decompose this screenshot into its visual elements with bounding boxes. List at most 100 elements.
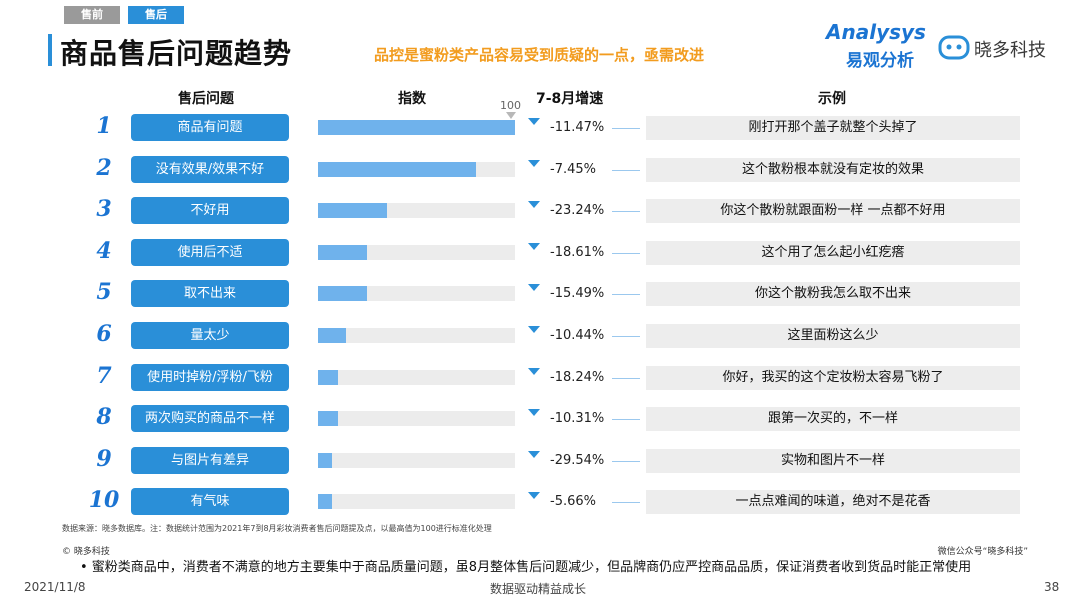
connector-line	[612, 419, 640, 421]
bar	[318, 369, 338, 385]
growth-value: -10.31%	[550, 411, 605, 427]
issue-label: 两次购买的商品不一样	[131, 405, 289, 433]
bar-track	[318, 328, 515, 343]
bar	[318, 203, 387, 219]
bar	[318, 411, 338, 427]
example-quote: 实物和图片不一样	[646, 448, 1020, 473]
footer-slogan: 数据驱动精益成长	[490, 582, 587, 596]
page-subtitle: 品控是蜜粉类产品容易受到质疑的一点，亟需改进	[374, 46, 705, 64]
example-quote: 一点点难闻的味道，绝对不是花香	[646, 490, 1020, 515]
connector-line	[612, 336, 640, 337]
bar-max-label: 100	[500, 99, 521, 112]
bar	[318, 494, 332, 510]
issue-label: 取不出来	[131, 280, 289, 308]
copyright-right: 微信公众号“晓多科技”	[937, 547, 1028, 557]
xiaoduo-logo: 晓多科技	[938, 32, 1068, 62]
growth-value: -5.66%	[550, 494, 596, 510]
example-quote: 刚打开那个盖子就整个头掉了	[646, 116, 1020, 140]
issue-label: 商品有问题	[131, 114, 289, 141]
bar	[318, 161, 476, 177]
footer-date: 2021/11/8	[24, 580, 86, 594]
rank-number: 6	[96, 321, 112, 347]
growth-value: -15.49%	[550, 286, 605, 302]
down-arrow-icon	[528, 409, 540, 417]
example-quote: 你这个散粉我怎么取不出来	[646, 282, 1020, 307]
issue-label: 不好用	[131, 197, 289, 225]
column-header-issue: 售后问题	[178, 91, 234, 107]
analysys-logo: Analysys 易观分析	[826, 20, 930, 71]
rank-number: 8	[96, 404, 112, 431]
example-quote: 你好，我买的这个定妆粉太容易飞粉了	[646, 365, 1020, 390]
bar-track	[318, 369, 515, 385]
rank-number: 7	[96, 362, 112, 389]
connector-line	[612, 211, 640, 213]
example-quote: 这个用了怎么起小红疙瘩	[646, 240, 1020, 265]
bar	[318, 244, 368, 260]
growth-value: -18.61%	[550, 244, 605, 260]
down-arrow-icon	[528, 326, 540, 333]
page-number: 38	[1044, 580, 1060, 594]
issue-label: 与图片有差异	[131, 446, 289, 474]
rank-number: 1	[96, 113, 112, 139]
xiaoduo-logo-text: 晓多科技	[974, 40, 1046, 61]
bar	[318, 286, 368, 302]
down-arrow-icon	[528, 242, 540, 250]
copyright-left: © 晓多科技	[62, 547, 110, 557]
rank-number: 3	[96, 196, 112, 223]
bar	[318, 120, 515, 135]
down-arrow-icon	[528, 492, 540, 500]
issue-label: 使用后不适	[131, 238, 289, 266]
down-arrow-icon	[528, 118, 540, 125]
bar-track	[318, 286, 515, 302]
growth-value: -7.45%	[550, 161, 596, 177]
robot-face-icon	[938, 35, 970, 60]
growth-value: -29.54%	[550, 452, 605, 468]
growth-value: -10.44%	[550, 328, 605, 343]
bar-track	[318, 244, 515, 260]
tab-after-sale[interactable]: 售后	[128, 6, 184, 24]
example-quote: 这里面粉这么少	[646, 324, 1020, 348]
connector-line	[612, 294, 640, 296]
bar-track	[318, 411, 515, 427]
data-source-note: 数据来源：晓多数据库。注：数据统计范围为2021年7到8月彩妆消费者售后问题提及…	[62, 524, 492, 533]
connector-line	[612, 460, 640, 462]
connector-line	[612, 169, 640, 171]
down-arrow-icon	[528, 201, 540, 209]
bar-max-marker	[506, 112, 516, 119]
issue-label: 有气味	[131, 488, 289, 516]
example-quote: 这个散粉根本就没有定妆的效果	[646, 157, 1020, 182]
connector-line	[612, 252, 640, 254]
down-arrow-icon	[528, 367, 540, 375]
rank-number: 9	[96, 445, 112, 472]
growth-value: -11.47%	[550, 120, 605, 135]
tab-pre-sale[interactable]: 售前	[64, 6, 120, 24]
bar-track	[318, 452, 515, 468]
connector-line	[612, 128, 640, 129]
rank-number: 5	[96, 279, 112, 306]
column-header-index: 指数	[398, 91, 426, 107]
example-quote: 你这个散粉就跟面粉一样 一点都不好用	[646, 199, 1020, 224]
issue-label: 使用时掉粉/浮粉/飞粉	[131, 363, 289, 391]
down-arrow-icon	[528, 284, 540, 292]
title-accent-bar	[48, 34, 52, 66]
issue-label: 量太少	[131, 322, 289, 349]
analysys-logo-cn: 易观分析	[846, 51, 914, 71]
bar	[318, 328, 346, 343]
down-arrow-icon	[528, 450, 540, 458]
summary-bullet: • 蜜粉类商品中，消费者不满意的地方主要集中于商品质量问题，虽8月整体售后问题减…	[80, 560, 972, 575]
connector-line	[612, 377, 640, 379]
example-quote: 跟第一次买的，不一样	[646, 407, 1020, 432]
analysys-logo-text: Analysys	[826, 20, 926, 44]
column-header-example: 示例	[818, 91, 846, 107]
connector-line	[612, 502, 640, 504]
issue-label: 没有效果/效果不好	[131, 155, 289, 183]
down-arrow-icon	[528, 159, 540, 167]
page-title: 商品售后问题趋势	[60, 37, 293, 70]
bar	[318, 452, 332, 468]
growth-value: -23.24%	[550, 203, 605, 219]
growth-value: -18.24%	[550, 369, 605, 385]
column-header-growth: 7-8月增速	[536, 91, 604, 107]
rank-number: 2	[96, 154, 112, 181]
bar-track	[318, 494, 515, 510]
